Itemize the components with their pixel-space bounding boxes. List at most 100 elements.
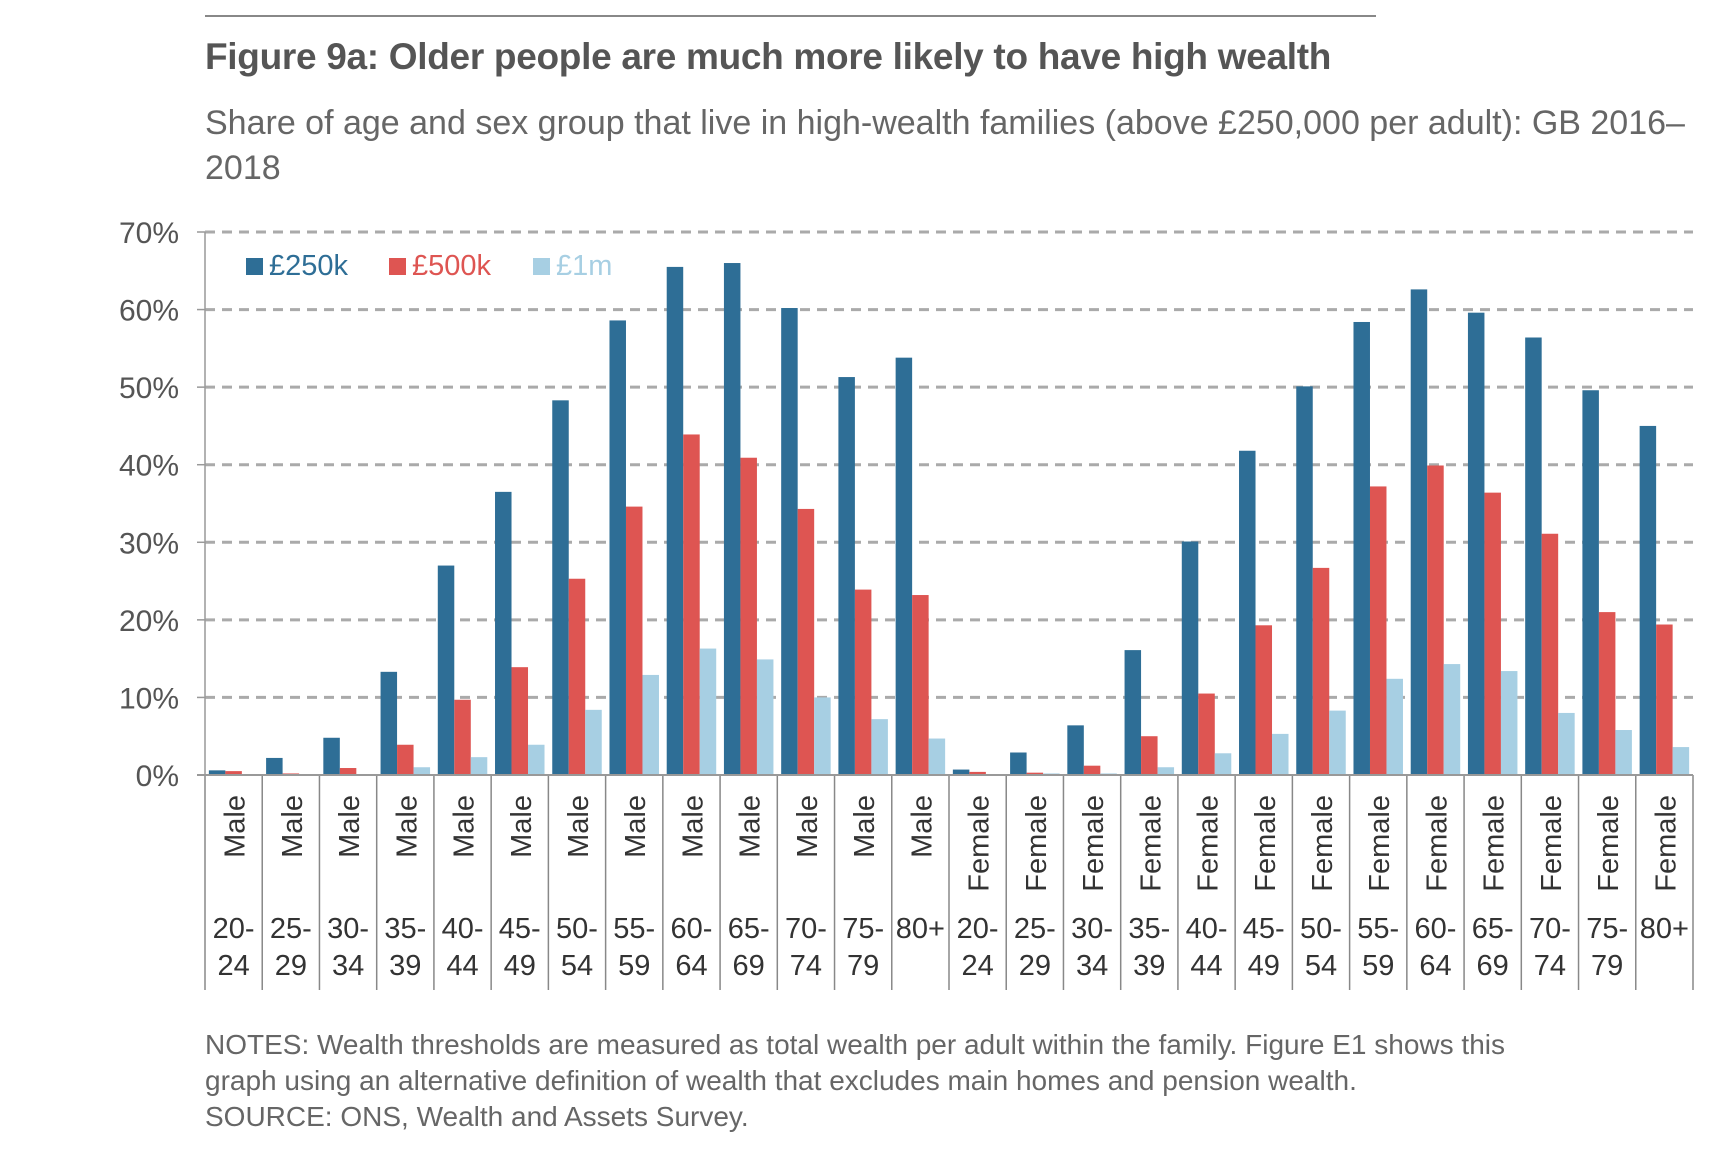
bar-250k (1010, 752, 1027, 775)
legend-label: £500k (412, 250, 492, 282)
bar-1m (1615, 730, 1632, 775)
bar-1m (1386, 678, 1403, 775)
bar-250k (1181, 541, 1199, 775)
category-sex-label: Female (1307, 795, 1339, 892)
bar-500k (625, 506, 643, 775)
category-age-label: 75- (1586, 913, 1628, 945)
bar-500k (1484, 492, 1501, 775)
bar-1m (642, 674, 659, 775)
y-tick-label: 60% (119, 295, 179, 328)
category-sex-label: Male (906, 795, 938, 858)
category-age-label: 69 (733, 950, 765, 982)
y-tick-label: 0% (136, 760, 179, 793)
bar-500k (1656, 624, 1673, 775)
notes-line-1: NOTES: Wealth thresholds are measured as… (205, 1029, 1506, 1060)
category-sex-label: Male (334, 795, 366, 858)
category-age-label: 24 (961, 950, 993, 982)
bar-250k (781, 308, 798, 775)
category-age-label: 55- (1357, 913, 1399, 945)
bar-500k (1083, 765, 1101, 775)
bar-250k (1067, 725, 1084, 775)
category-age-label: 70- (785, 913, 827, 945)
category-age-label: 34 (1076, 950, 1108, 982)
bar-500k (1427, 465, 1444, 775)
category-age-label: 20- (957, 913, 999, 945)
bar-500k (1141, 736, 1158, 775)
bar-1m (1500, 671, 1518, 775)
bar-1m (1157, 767, 1175, 775)
bar-250k (1639, 425, 1657, 775)
category-age-label: 49 (504, 950, 536, 982)
category-age-label: 59 (1362, 950, 1394, 982)
bar-250k (323, 737, 340, 775)
bar-500k (1369, 486, 1387, 775)
category-age-label: 64 (675, 950, 707, 982)
category-age-label: 29 (275, 950, 307, 982)
bar-500k (854, 589, 872, 775)
category-age-label: 80+ (896, 913, 945, 945)
bar-500k (969, 771, 986, 775)
category-sex-label: Female (1021, 795, 1053, 892)
bar-250k (1582, 390, 1599, 775)
category-age-label: 35- (1128, 913, 1170, 945)
bar-1m (756, 659, 774, 775)
category-sex-label: Female (1135, 795, 1167, 892)
category-sex-label: Male (506, 795, 538, 858)
category-age-label: 79 (1591, 950, 1623, 982)
category-age-label: 40- (1186, 913, 1228, 945)
bar-1m (1558, 712, 1575, 775)
bar-250k (1296, 386, 1313, 775)
category-sex-label: Male (620, 795, 652, 858)
category-age-label: 79 (847, 950, 879, 982)
category-age-label: 40- (442, 913, 484, 945)
bar-1m (814, 697, 831, 775)
bar-500k (1598, 612, 1616, 775)
category-sex-label: Female (1421, 795, 1453, 892)
source-line: SOURCE: ONS, Wealth and Assets Survey. (205, 1101, 749, 1132)
category-age-label: 54 (561, 950, 593, 982)
bar-250k (495, 491, 512, 775)
category-sex-label: Female (964, 795, 996, 892)
category-age-label: 60- (671, 913, 713, 945)
bar-250k (666, 266, 684, 775)
category-age-label: 54 (1305, 950, 1337, 982)
category-age-label: 64 (1419, 950, 1451, 982)
y-tick-label: 50% (119, 372, 179, 405)
category-sex-label: Female (1593, 795, 1625, 892)
category-age-label: 44 (446, 950, 478, 982)
category-sex-label: Male (735, 795, 767, 858)
category-age-label: 74 (790, 950, 822, 982)
bar-500k (740, 457, 757, 775)
category-age-label: 60- (1415, 913, 1457, 945)
bar-250k (380, 671, 398, 775)
bar-1m (413, 767, 431, 775)
bar-250k (1353, 321, 1370, 775)
category-age-label: 24 (217, 950, 249, 982)
bar-500k (797, 508, 815, 775)
bar-250k (1239, 450, 1256, 775)
category-sex-label: Female (1479, 795, 1511, 892)
y-tick-label: 30% (119, 527, 179, 560)
category-age-label: 44 (1190, 950, 1222, 982)
bar-500k (912, 595, 929, 775)
y-tick-label: 70% (119, 217, 179, 250)
category-sex-label: Male (391, 795, 423, 858)
bar-1m (1443, 664, 1461, 775)
bar-500k (225, 771, 242, 775)
bar-250k (895, 357, 913, 775)
y-tick-label: 20% (119, 605, 179, 638)
category-sex-label: Female (1536, 795, 1568, 892)
bar-1m (1214, 753, 1232, 775)
bar-1m (1672, 747, 1690, 775)
bar-250k (838, 377, 855, 775)
legend-swatch (246, 258, 263, 275)
bar-500k (511, 667, 529, 775)
bar-250k (1525, 337, 1542, 775)
category-age-label: 80+ (1640, 913, 1689, 945)
bar-500k (454, 699, 471, 775)
category-sex-label: Female (1193, 795, 1225, 892)
category-age-label: 70- (1529, 913, 1571, 945)
top-rule (205, 15, 1376, 17)
bar-1m (928, 738, 946, 775)
bar-250k (1124, 650, 1142, 775)
